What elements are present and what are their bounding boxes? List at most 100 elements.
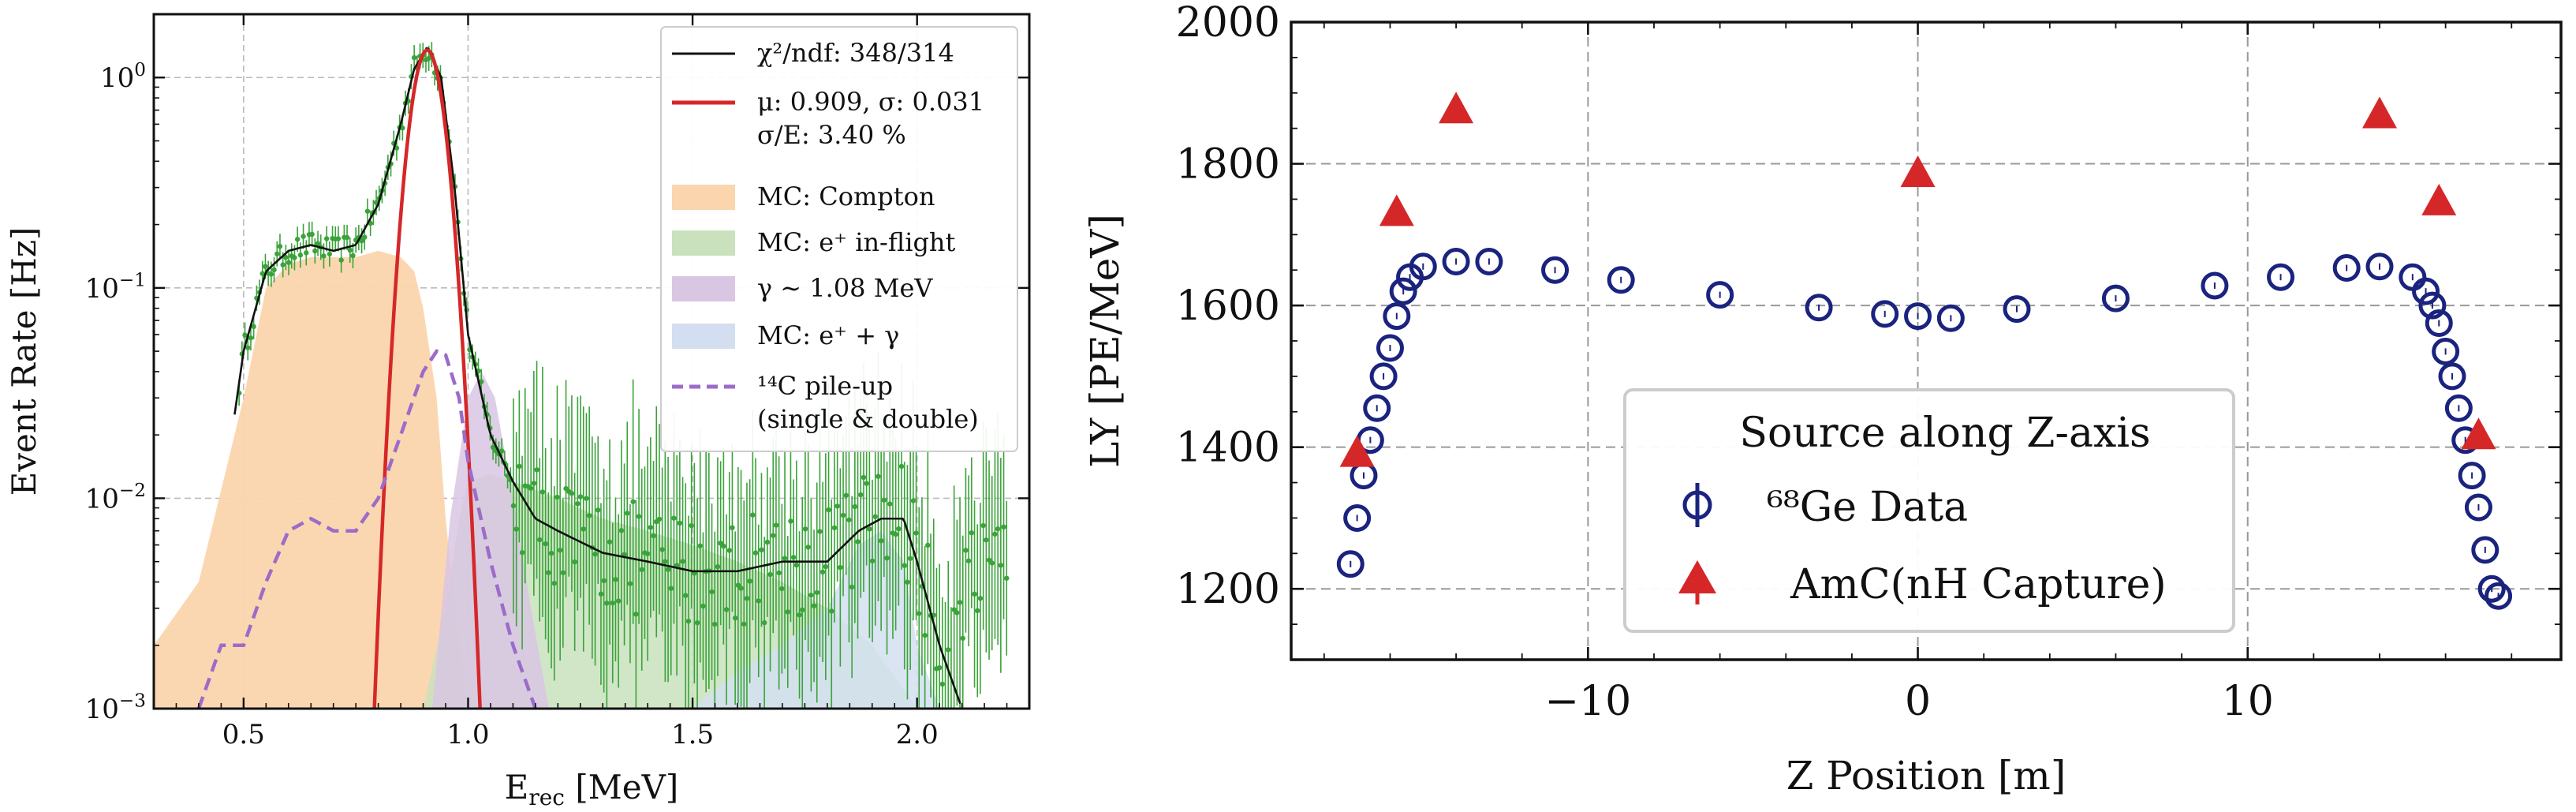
data-point: [648, 525, 654, 530]
data-point: [697, 543, 703, 548]
data-point: [292, 255, 297, 260]
left-ytick-label: 10−3: [85, 691, 146, 725]
ge68-point: [1805, 294, 1833, 322]
data-point: [744, 596, 750, 601]
right-ytick-label: 1600: [1176, 283, 1280, 330]
ge68-point: [2485, 582, 2513, 610]
data-point: [738, 586, 744, 591]
data-point: [294, 237, 301, 242]
data-point: [259, 271, 265, 276]
data-point: [268, 271, 274, 277]
data-point: [359, 238, 364, 244]
ge68-point: [2101, 284, 2130, 312]
data-point: [639, 567, 644, 573]
data-point: [761, 619, 767, 626]
data-point: [800, 607, 805, 613]
data-point: [610, 600, 615, 606]
data-point: [301, 234, 306, 239]
data-point: [668, 586, 674, 591]
data-point: [400, 125, 405, 131]
ge68-point: [2003, 295, 2031, 324]
data-point: [517, 463, 522, 470]
data-point: [875, 473, 881, 479]
data-point: [569, 491, 575, 496]
right-xtick-label: −10: [1544, 678, 1631, 725]
data-point: [680, 559, 685, 564]
amc-point: [1900, 155, 1936, 188]
ge68-point: [2418, 291, 2447, 320]
data-point: [756, 598, 761, 604]
legend-fill-swatch: [672, 324, 735, 349]
data-point: [700, 603, 706, 609]
amc-point: [2421, 183, 2457, 215]
legend-fill-swatch: [672, 276, 735, 301]
data-point: [805, 544, 811, 550]
data-point: [350, 253, 356, 259]
data-point: [802, 526, 808, 532]
data-point: [823, 563, 829, 570]
data-point: [936, 664, 943, 671]
legend-fill-swatch: [672, 185, 735, 210]
data-point: [872, 514, 878, 519]
legend-label: MC: e⁺ + γ: [757, 320, 899, 350]
data-point: [747, 578, 752, 584]
ge68-point: [1389, 277, 1417, 305]
data-point: [338, 257, 344, 263]
data-point: [943, 713, 947, 717]
data-point: [245, 345, 251, 350]
data-point: [344, 234, 350, 241]
ge68-point: [2464, 493, 2492, 522]
data-point: [323, 236, 330, 241]
data-point: [321, 253, 327, 259]
data-point: [829, 608, 834, 614]
data-point: [759, 547, 764, 553]
data-point: [793, 562, 800, 568]
left-xtick-label: 1.0: [446, 719, 489, 750]
data-point: [335, 236, 342, 241]
data-point: [764, 539, 771, 545]
ge68-point: [2477, 574, 2506, 603]
legend-label: γ ∼ 1.08 MeV: [757, 273, 933, 303]
gauss-line: [372, 48, 482, 709]
data-point: [785, 609, 790, 615]
right-legend-box: [1623, 388, 2235, 633]
data-point: [907, 556, 913, 561]
data-point: [560, 570, 566, 575]
data-point: [242, 332, 248, 338]
data-point: [586, 513, 592, 518]
data-point: [925, 542, 931, 548]
ge68-point: [1376, 334, 1404, 362]
data-point: [750, 512, 756, 518]
data-point: [917, 611, 922, 616]
data-point: [808, 592, 814, 598]
data-point: [592, 552, 598, 557]
right-chart: −10 0 10 1200 1400 1600 1800 2000 Z Position [m]…: [1082, 0, 2563, 799]
ge68-point: [2267, 263, 2295, 291]
data-point: [998, 563, 1004, 568]
legend-amc-label: AmC(nH Capture): [1790, 561, 2167, 608]
data-point: [539, 489, 546, 495]
left-ticks: 0.5 1.0 1.5 2.0 10−3 10−2 10−1 100: [85, 13, 1029, 750]
data-point: [271, 267, 277, 273]
data-point: [685, 618, 692, 624]
legend-ge-label: ⁶⁸Ge Data: [1767, 484, 1968, 531]
data-point: [840, 512, 846, 518]
legend-label: χ²/ndf: 348/314: [757, 38, 954, 68]
data-point: [709, 589, 715, 595]
ge68-point: [1442, 247, 1470, 275]
data-point: [274, 251, 280, 256]
data-point: [946, 647, 951, 653]
data-point: [861, 474, 867, 481]
left-ylabel: Event Rate [Hz]: [5, 227, 43, 496]
data-point: [663, 559, 668, 564]
data-point: [683, 593, 689, 598]
data-point: [884, 556, 890, 561]
data-point: [554, 494, 560, 500]
data-point: [575, 501, 581, 507]
data-point: [651, 533, 656, 539]
data-point: [630, 499, 636, 504]
data-point: [831, 525, 838, 531]
left-ytick-label: 10−2: [85, 481, 146, 515]
data-point: [411, 54, 417, 61]
legend-label: MC: e⁺ in-flight: [757, 227, 956, 257]
